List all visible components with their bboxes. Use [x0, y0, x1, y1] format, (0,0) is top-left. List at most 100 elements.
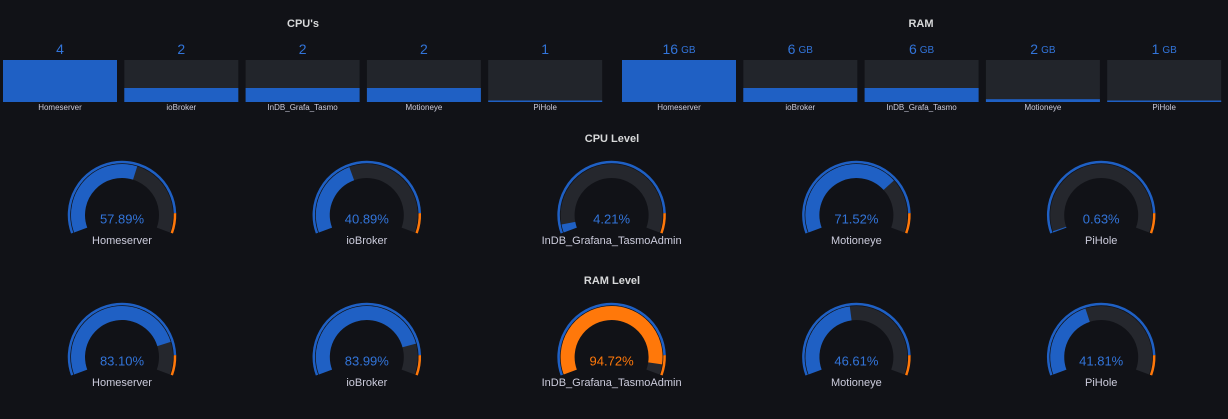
bar [985, 99, 1100, 102]
bar-background [985, 60, 1100, 102]
gauge-value-label: 94.72% [590, 353, 635, 368]
panel-title: CPU Level [585, 133, 639, 145]
gauge-name: ioBroker [346, 235, 387, 247]
threshold-arc [312, 160, 422, 234]
gauge-value-label: 83.99% [345, 353, 390, 368]
gauge-value-label: 71.52% [834, 211, 879, 226]
gauge-value-label: 40.89% [345, 211, 390, 226]
bar-value: 4 [56, 41, 64, 57]
unit-text: GB [920, 45, 935, 56]
unit-text: GB [681, 45, 696, 56]
threshold-arc [170, 213, 177, 234]
bar-label: InDB_Grafa_Tasmo [886, 103, 957, 112]
gauge-background [1050, 164, 1153, 233]
bar-value: 2 [299, 41, 307, 57]
gauge-value-label: 41.81% [1079, 353, 1124, 368]
bar-value: 1 [541, 41, 549, 57]
bar-label: Motioneye [1024, 103, 1061, 112]
gauge-name: InDB_Grafana_TasmoAdmin [542, 235, 682, 247]
value-text: 1 [1152, 41, 1160, 57]
value-text: 6 [788, 41, 796, 57]
bar-value: 2 GB [1030, 41, 1056, 57]
bar-label: InDB_Grafa_Tasmo [267, 103, 338, 112]
unit-text: GB [1041, 45, 1056, 56]
threshold-arc [415, 355, 422, 376]
bar-value: 6 GB [788, 41, 814, 57]
threshold-arc [557, 302, 666, 376]
gauge-name: InDB_Grafana_TasmoAdmin [542, 377, 682, 389]
gauge-background [560, 164, 663, 233]
threshold-arc [660, 355, 666, 376]
gauge-value [805, 306, 852, 375]
threshold-arc [905, 213, 911, 234]
bar-label: PiHole [1152, 103, 1176, 112]
bar-background [488, 60, 603, 102]
threshold-arc [660, 213, 666, 234]
value-text: 2 [420, 41, 428, 57]
threshold-arc [67, 302, 177, 376]
gauge-value-label: 57.89% [100, 211, 145, 226]
gauge-value [561, 221, 577, 233]
threshold-arc [802, 160, 911, 234]
threshold-arc [905, 355, 911, 376]
panel-title: CPU's [287, 18, 319, 30]
bar [124, 88, 239, 102]
threshold-arc [1149, 355, 1156, 376]
value-text: 2 [1030, 41, 1038, 57]
gauge-value [315, 167, 355, 233]
unit-text: GB [798, 45, 813, 56]
unit-text: GB [1162, 45, 1177, 56]
gauge-value [315, 306, 417, 375]
gauge-value [560, 306, 663, 375]
bar [488, 100, 603, 102]
bar [1107, 100, 1222, 102]
value-text: 1 [541, 41, 549, 57]
gauge-name: PiHole [1085, 377, 1117, 389]
gauge-value-label: 0.63% [1083, 211, 1120, 226]
value-text: 16 [662, 41, 678, 57]
bar-background [1107, 60, 1222, 102]
bar-value: 16 GB [662, 41, 695, 57]
bar-label: ioBroker [785, 103, 815, 112]
gauge-name: Motioneye [831, 377, 882, 389]
bar [864, 88, 979, 102]
gauge-value [71, 306, 171, 375]
threshold-arc [1046, 160, 1156, 234]
bar [366, 88, 481, 102]
gauge-name: Motioneye [831, 235, 882, 247]
panel-title: RAM Level [584, 275, 640, 287]
value-text: 6 [909, 41, 917, 57]
bar-value: 2 [177, 41, 185, 57]
gauge-value [1050, 308, 1091, 375]
bar [743, 88, 858, 102]
bar [622, 60, 736, 102]
panel-title: RAM [908, 18, 933, 30]
threshold-arc [415, 213, 422, 234]
gauge-value-label: 83.10% [100, 353, 145, 368]
gauge-value-label: 4.21% [593, 211, 630, 226]
bar-label: Homeserver [38, 103, 82, 112]
value-text: 2 [299, 41, 307, 57]
value-text: 2 [177, 41, 185, 57]
threshold-arc [312, 302, 422, 376]
threshold-arc [557, 160, 666, 234]
threshold-arc [67, 160, 177, 234]
bar-label: PiHole [533, 103, 557, 112]
gauge-name: PiHole [1085, 235, 1117, 247]
bar [3, 60, 117, 102]
bar-value: 1 GB [1152, 41, 1178, 57]
bar-label: Homeserver [657, 103, 701, 112]
gauge-name: ioBroker [346, 377, 387, 389]
gauge-name: Homeserver [92, 235, 152, 247]
bar-value: 2 [420, 41, 428, 57]
bar [245, 88, 360, 102]
gauge-value [805, 164, 894, 233]
bar-label: Motioneye [405, 103, 442, 112]
gauge-value [71, 164, 138, 233]
threshold-arc [802, 302, 911, 376]
gauge-value-label: 46.61% [834, 353, 879, 368]
threshold-arc [1149, 213, 1156, 234]
bar-label: ioBroker [166, 103, 196, 112]
gauge-name: Homeserver [92, 377, 152, 389]
